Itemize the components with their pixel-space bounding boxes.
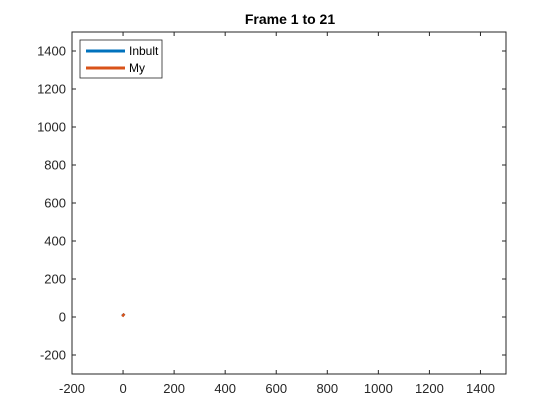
legend: Inbult My	[79, 39, 163, 79]
y-tick-label: 400	[44, 234, 66, 249]
series-line-my	[121, 312, 126, 318]
chart-title: Frame 1 to 21	[245, 11, 335, 27]
x-tick-label: 800	[316, 381, 338, 396]
y-tick-label: 1200	[37, 82, 66, 97]
legend-label-inbult: Inbult	[129, 44, 159, 58]
series-lines	[121, 312, 126, 318]
plot-area	[71, 31, 507, 375]
x-tick-label: -200	[59, 381, 85, 396]
y-tick-label: -200	[40, 348, 66, 363]
x-tick-label: 1000	[364, 381, 393, 396]
x-tick-label: 0	[119, 381, 126, 396]
y-tick-label: 1400	[37, 44, 66, 59]
y-axis-tick-labels: -200 0 200 400 600 800 1000 1200 1400	[37, 44, 66, 363]
y-tick-label: 200	[44, 272, 66, 287]
x-tick-label: 1200	[415, 381, 444, 396]
legend-label-my: My	[129, 61, 145, 75]
x-axis-tick-labels: -200 0 200 400 600 800 1000 1200 1400	[59, 381, 495, 396]
x-tick-label: 600	[265, 381, 287, 396]
y-tick-label: 0	[59, 310, 66, 325]
x-tick-label: 1400	[466, 381, 495, 396]
x-tick-label: 200	[163, 381, 185, 396]
y-tick-label: 600	[44, 196, 66, 211]
axis-ticks	[71, 32, 506, 374]
y-tick-label: 1000	[37, 120, 66, 135]
legend-box	[79, 39, 163, 79]
y-tick-label: 800	[44, 158, 66, 173]
x-tick-label: 400	[214, 381, 236, 396]
